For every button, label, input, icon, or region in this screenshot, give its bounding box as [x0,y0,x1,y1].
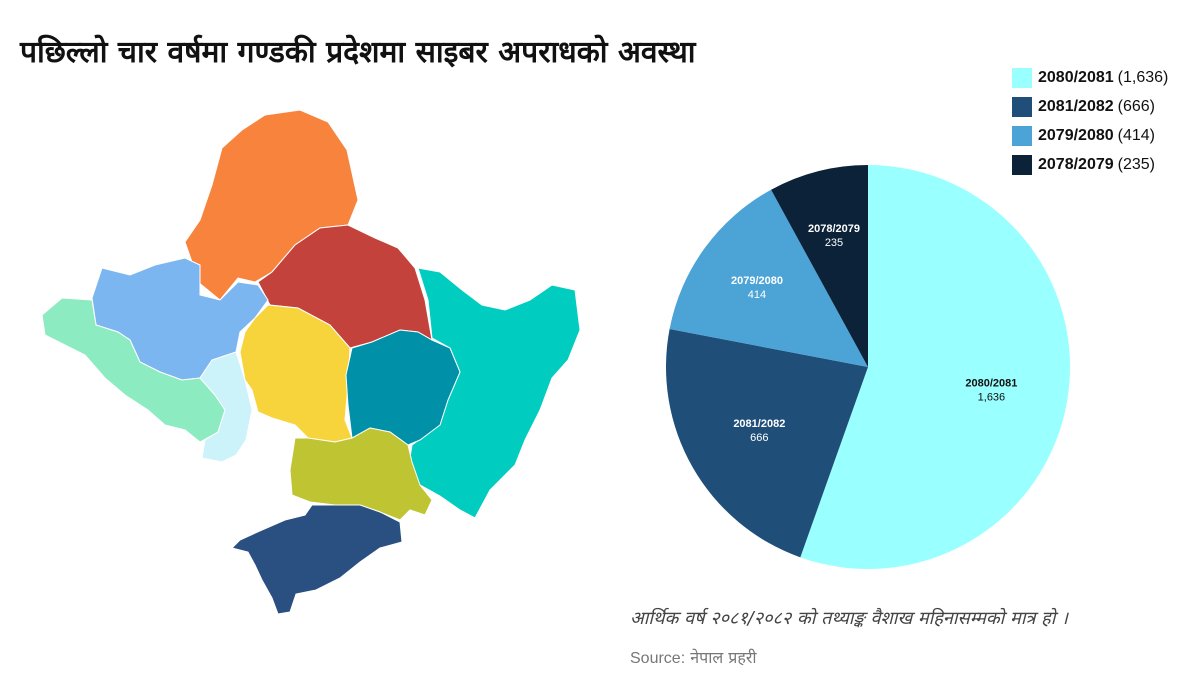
south-navy-district [231,504,403,615]
source-label: Source: [630,650,686,667]
legend-item: 2081/2082 (666) [1012,96,1168,118]
legend-swatch [1012,126,1032,146]
legend-value: (666) [1117,98,1155,115]
legend-label: 2081/2082 [1038,98,1114,115]
pie-label-category: 2079/2080 [731,275,783,287]
legend-label: 2079/2080 [1038,127,1114,144]
pie-slice-2079-2080 [669,189,868,367]
legend-item: 2078/2079 (235) [1012,154,1168,176]
pie-slice-2078-2079 [771,165,868,367]
pie-label-value: 666 [750,432,768,444]
source-line: Source: नेपाल प्रहरी [630,646,757,668]
pie-label-value: 414 [748,289,766,301]
pie-slice-2080-2081 [800,165,1070,569]
source-value: नेपाल प्रहरी [690,648,757,667]
legend-swatch [1012,97,1032,117]
pie-label-category: 2078/2079 [808,223,860,235]
legend-swatch [1012,68,1032,88]
legend-item: 2080/2081 (1,636) [1012,67,1168,89]
central-darkteal-district [345,329,461,446]
legend-value: (235) [1117,156,1155,173]
legend-label: 2080/2081 [1038,69,1114,86]
pie-label-value: 1,636 [978,391,1006,403]
chart-title: पछिल्लो चार वर्षमा गण्डकी प्रदेशमा साइबर… [20,35,696,70]
legend-value: (414) [1117,127,1155,144]
legend-value: (1,636) [1117,69,1169,86]
pie-label-category: 2081/2082 [733,418,785,430]
legend-item: 2079/2080 (414) [1012,125,1168,147]
legend-swatch [1012,155,1032,175]
footnote: आर्थिक वर्ष २०८१/२०८२ को तथ्याङ्क वैशाख … [630,608,1068,629]
district-map [41,109,581,615]
pie-label-category: 2080/2081 [965,377,1017,389]
legend-label: 2078/2079 [1038,156,1114,173]
north-orange-district [184,109,359,301]
west-paleblue-district [199,351,253,463]
pie-slice-2081-2082 [666,329,868,558]
legend: 2080/2081 (1,636) 2081/2082 (666) 2079/2080(… [1012,67,1168,183]
south-olive-district [289,427,433,521]
pie-label-value: 235 [825,237,843,249]
